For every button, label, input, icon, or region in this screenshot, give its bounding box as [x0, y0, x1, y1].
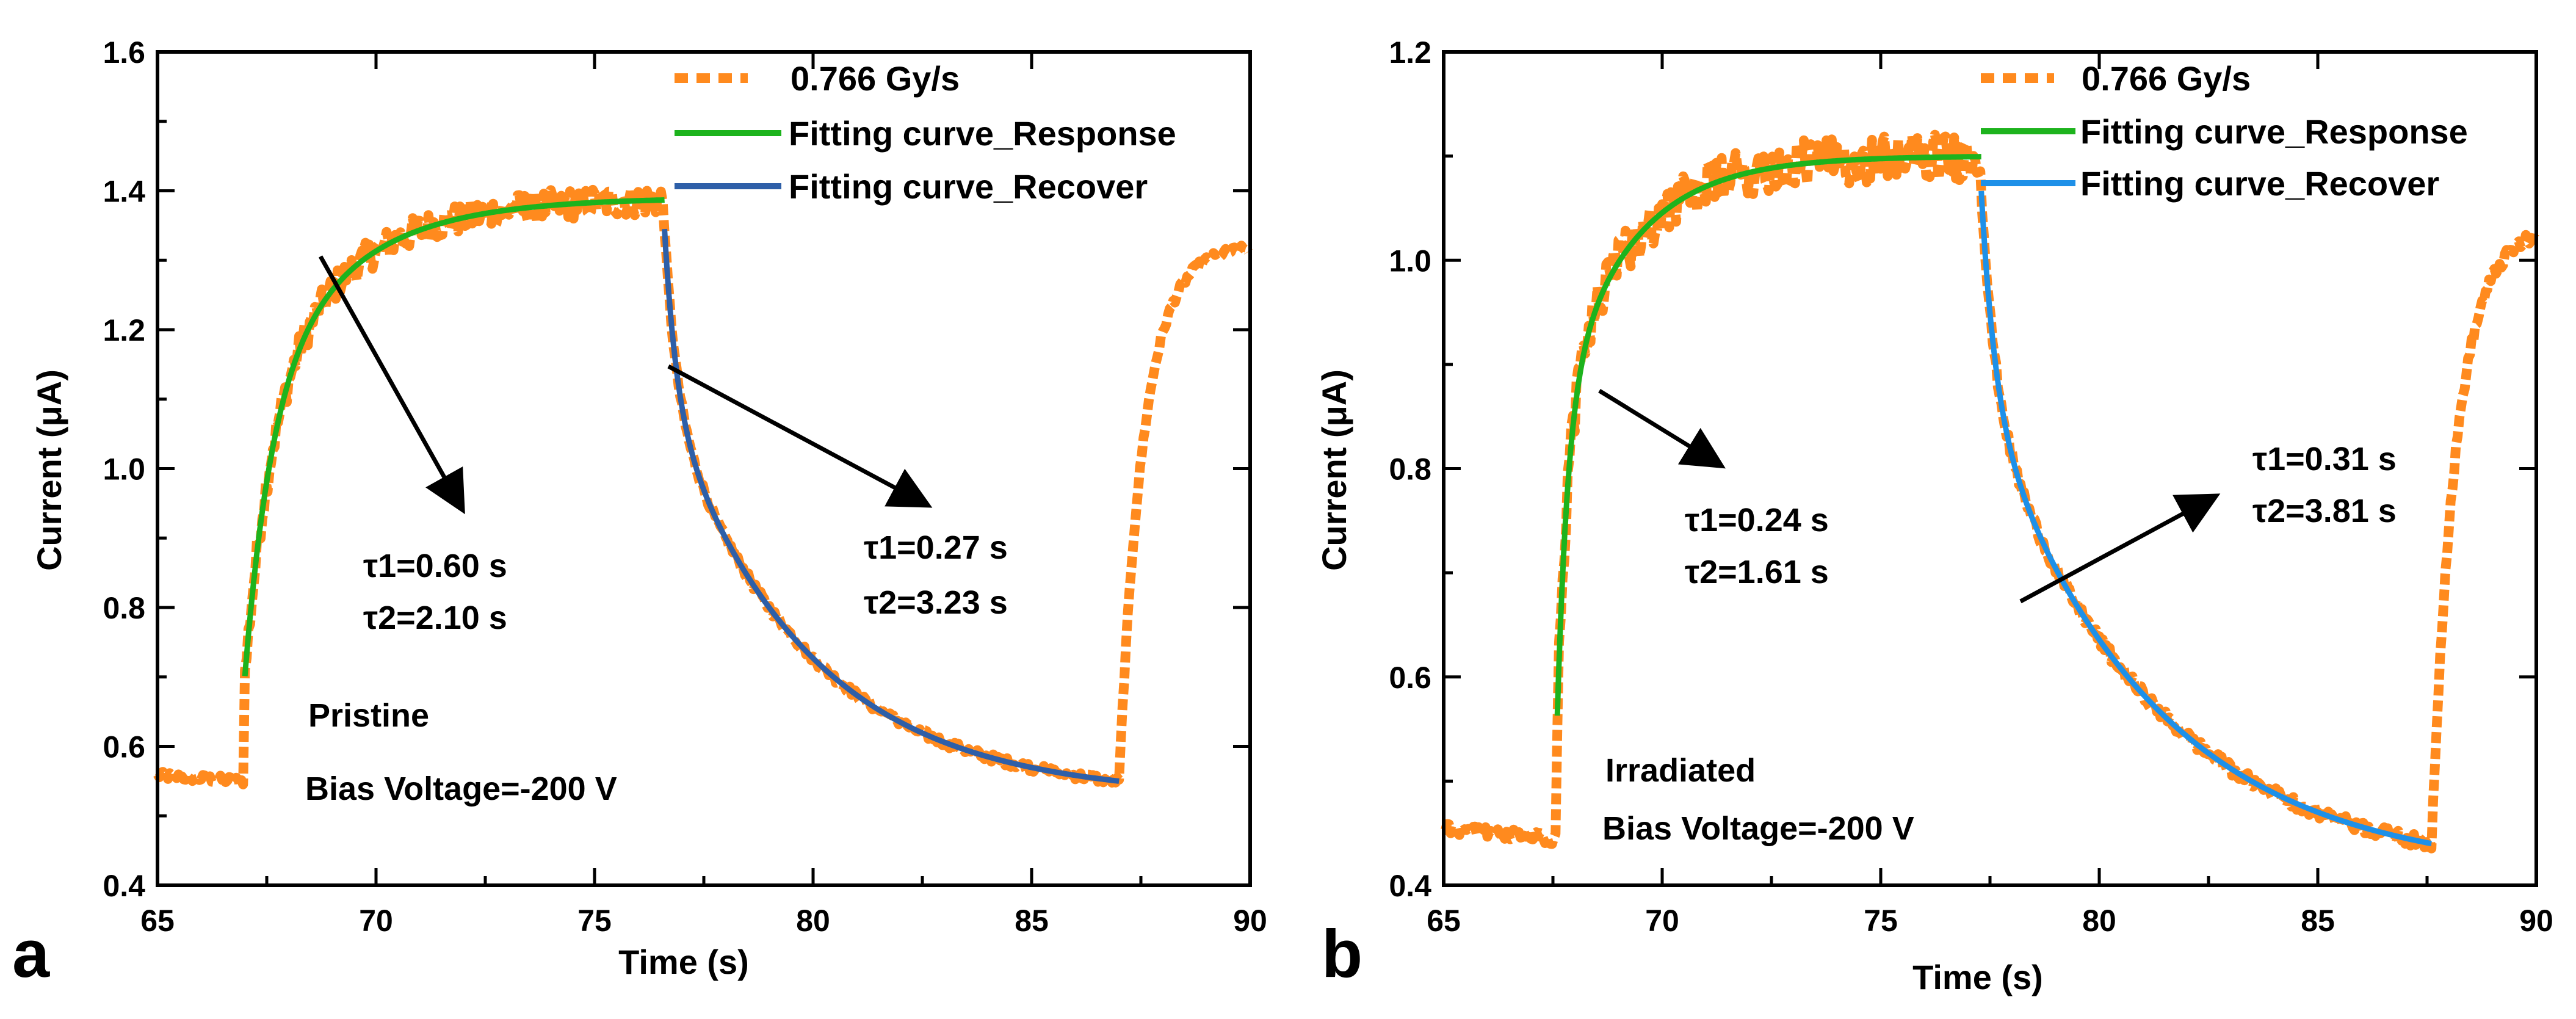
rise-tau2-b: τ2=1.61 s	[1685, 554, 1829, 590]
plot-frame-b	[1442, 50, 2538, 887]
legend-entry-data-a: 0.766 Gy/s	[791, 59, 960, 98]
rise-arrow-b	[1598, 389, 1726, 469]
legend-entry-recover-a: Fitting curve_Recover	[789, 167, 1148, 206]
rise-arrow-a	[318, 255, 465, 515]
y-axis-title-a: Current (μA)	[30, 369, 68, 571]
decay-arrow-b	[2019, 493, 2221, 604]
y-tick-label-b-1: 0.6	[1389, 661, 1431, 695]
y-tick-labels-a: 0.4 0.6 0.8 1.0 1.2 1.4 1.6	[103, 35, 145, 903]
sample-label-a: Pristine	[308, 697, 429, 734]
bias-label-b: Bias Voltage=-200 V	[1602, 810, 1914, 847]
x-tick-label-a-2: 75	[577, 904, 612, 938]
rise-tau1-a: τ1=0.60 s	[363, 548, 507, 584]
legend-a: 0.766 Gy/s Fitting curve_Response Fittin…	[675, 59, 1176, 206]
data-line-b	[1440, 129, 2539, 854]
y-tick-label-b-4: 1.2	[1389, 35, 1431, 70]
decay-tau1-a: τ1=0.27 s	[864, 529, 1008, 566]
panel-label-a: a	[12, 916, 50, 992]
y-tick-label-a-2: 0.8	[103, 591, 145, 625]
legend-entry-data-b: 0.766 Gy/s	[2082, 59, 2251, 98]
x-tick-label-b-1: 70	[1645, 904, 1679, 938]
x-tick-label-a-4: 85	[1015, 904, 1049, 938]
decay-tau1-b: τ1=0.31 s	[2252, 441, 2397, 477]
y-tick-label-a-3: 1.0	[103, 452, 145, 487]
decay-tau2-a: τ2=3.23 s	[864, 584, 1008, 621]
y-tick-label-a-4: 1.2	[103, 313, 145, 347]
chart-panel-b: b Time (s) Current (μA) 65 70 75 80 85 90 0.4…	[1315, 35, 2553, 996]
x-tick-label-a-3: 80	[796, 904, 830, 938]
x-tick-label-b-0: 65	[1427, 904, 1461, 938]
chart-panel-a: a Time (s) Current (μA) 65 70 75 80 85 90 0.4…	[12, 35, 1267, 992]
fit-recover-line-a	[662, 228, 1120, 784]
data-series-b	[1440, 129, 2539, 854]
decay-tau2-b: τ2=3.81 s	[2252, 493, 2397, 529]
x-tick-labels-a: 65 70 75 80 85 90	[140, 904, 1267, 938]
fit-recover-line-b	[1978, 190, 2432, 847]
y-tick-label-b-3: 1.0	[1389, 244, 1431, 278]
x-tick-labels-b: 65 70 75 80 85 90	[1427, 904, 2553, 938]
y-tick-label-b-0: 0.4	[1389, 869, 1431, 903]
x-tick-label-b-5: 90	[2519, 904, 2553, 938]
legend-entry-recover-b: Fitting curve_Recover	[2080, 164, 2439, 203]
legend-entry-response-a: Fitting curve_Response	[789, 114, 1176, 153]
legend-b: 0.766 Gy/s Fitting curve_Response Fittin…	[1981, 59, 2468, 203]
panel-label-b: b	[1322, 916, 1362, 992]
rise-tau1-b: τ1=0.24 s	[1685, 502, 1829, 539]
fit-series-a	[242, 197, 1120, 784]
y-axis-title-b: Current (μA)	[1315, 369, 1353, 571]
x-tick-label-b-3: 80	[2082, 904, 2116, 938]
y-tick-label-a-6: 1.6	[103, 35, 145, 70]
x-axis-title-a: Time (s)	[618, 943, 749, 981]
plot-frame-a	[156, 50, 1252, 887]
fit-response-line-a	[242, 197, 665, 676]
x-tick-label-a-5: 90	[1233, 904, 1267, 938]
x-tick-label-b-4: 85	[2301, 904, 2335, 938]
y-tick-label-a-5: 1.4	[103, 175, 145, 209]
x-tick-label-b-2: 75	[1864, 904, 1898, 938]
sample-label-b: Irradiated	[1605, 752, 1756, 789]
y-tick-label-b-2: 0.8	[1389, 452, 1431, 487]
y-tick-label-a-1: 0.6	[103, 730, 145, 764]
decay-arrow-a	[667, 364, 933, 508]
y-tick-label-a-0: 0.4	[103, 869, 145, 903]
fit-response-line-b	[1554, 154, 1981, 716]
rise-tau2-a: τ2=2.10 s	[363, 600, 507, 636]
x-tick-label-a-0: 65	[140, 904, 175, 938]
y-tick-labels-b: 0.4 0.6 0.8 1.0 1.2	[1389, 35, 1431, 903]
x-tick-label-a-1: 70	[359, 904, 393, 938]
legend-entry-response-b: Fitting curve_Response	[2080, 112, 2468, 151]
x-axis-title-b: Time (s)	[1912, 958, 2043, 996]
fit-series-b	[1554, 154, 2432, 847]
bias-label-a: Bias Voltage=-200 V	[305, 771, 617, 807]
